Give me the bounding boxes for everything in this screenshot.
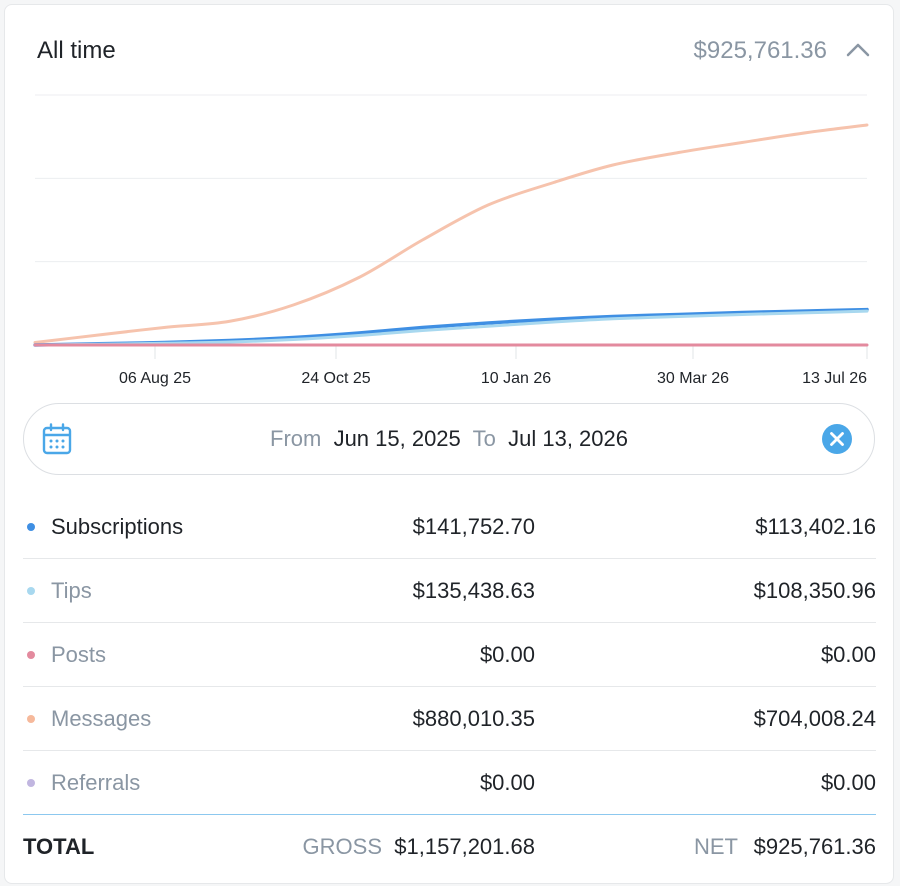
chevron-up-icon[interactable]	[845, 39, 871, 61]
x-tick-label: 24 Oct 25	[301, 370, 370, 387]
row-label: Posts	[51, 642, 107, 667]
gross-total: $1,157,201.68	[394, 834, 535, 859]
total-label: TOTAL	[23, 834, 95, 859]
x-tick-label: 30 Mar 26	[657, 370, 729, 387]
row-label: Referrals	[51, 770, 141, 795]
row-gross: $0.00	[479, 770, 535, 795]
from-date[interactable]: Jun 15, 2025	[333, 426, 461, 451]
row-net: $113,402.16	[755, 514, 876, 539]
series-dot	[27, 587, 35, 595]
earnings-table: Subscriptions $141,752.70 $113,402.16 Ti…	[23, 495, 876, 815]
row-net: $704,008.24	[753, 706, 876, 731]
row-gross: $0.00	[479, 642, 535, 667]
series-dot	[27, 523, 35, 531]
series-line-messages	[33, 123, 869, 344]
row-gross: $880,010.35	[412, 706, 535, 731]
row-net: $108,350.96	[753, 578, 876, 603]
row-tips[interactable]: Tips $135,438.63 $108,350.96	[23, 559, 876, 623]
row-gross: $135,438.63	[412, 578, 535, 603]
gross-label: GROSS	[302, 834, 382, 859]
clear-date-button[interactable]	[822, 424, 852, 454]
series-dot	[27, 715, 35, 723]
earnings-card: All time $925,761.36 06 Aug 25 24 Oct 25 1…	[4, 4, 894, 884]
period-total: $925,761.36	[693, 37, 827, 64]
row-net: $0.00	[820, 642, 876, 667]
row-subscriptions[interactable]: Subscriptions $141,752.70 $113,402.16	[23, 495, 876, 559]
series-dot	[27, 651, 35, 659]
earnings-chart: 06 Aug 25 24 Oct 25 10 Jan 26 30 Mar 26 13 J…	[33, 94, 869, 387]
row-referrals[interactable]: Referrals $0.00 $0.00	[23, 751, 876, 815]
row-gross: $141,752.70	[412, 514, 535, 539]
period-title: All time	[37, 37, 116, 64]
x-tick-label: 06 Aug 25	[119, 370, 191, 387]
row-posts[interactable]: Posts $0.00 $0.00	[23, 623, 876, 687]
close-icon	[830, 432, 844, 446]
series-line-tips	[33, 309, 869, 347]
net-total: $925,761.36	[753, 834, 876, 859]
totals-row: TOTAL GROSS $1,157,201.68 NET $925,761.3…	[23, 825, 876, 869]
date-range-text: From Jun 15, 2025 To Jul 13, 2026	[24, 404, 874, 474]
row-label: Messages	[51, 706, 152, 731]
from-label: From	[270, 426, 322, 451]
to-date[interactable]: Jul 13, 2026	[508, 426, 628, 451]
x-tick-label: 10 Jan 26	[481, 370, 551, 387]
row-label: Tips	[51, 578, 92, 603]
calendar-icon[interactable]	[42, 423, 72, 455]
row-messages[interactable]: Messages $880,010.35 $704,008.24	[23, 687, 876, 751]
net-label: NET	[694, 834, 738, 859]
series-dot	[27, 779, 35, 787]
date-range-picker[interactable]: From Jun 15, 2025 To Jul 13, 2026	[23, 403, 875, 475]
row-label: Subscriptions	[51, 514, 184, 539]
card-header[interactable]: All time $925,761.36	[37, 31, 871, 71]
to-label: To	[472, 426, 496, 451]
x-tick-label: 13 Jul 26	[802, 370, 867, 387]
row-net: $0.00	[820, 770, 876, 795]
